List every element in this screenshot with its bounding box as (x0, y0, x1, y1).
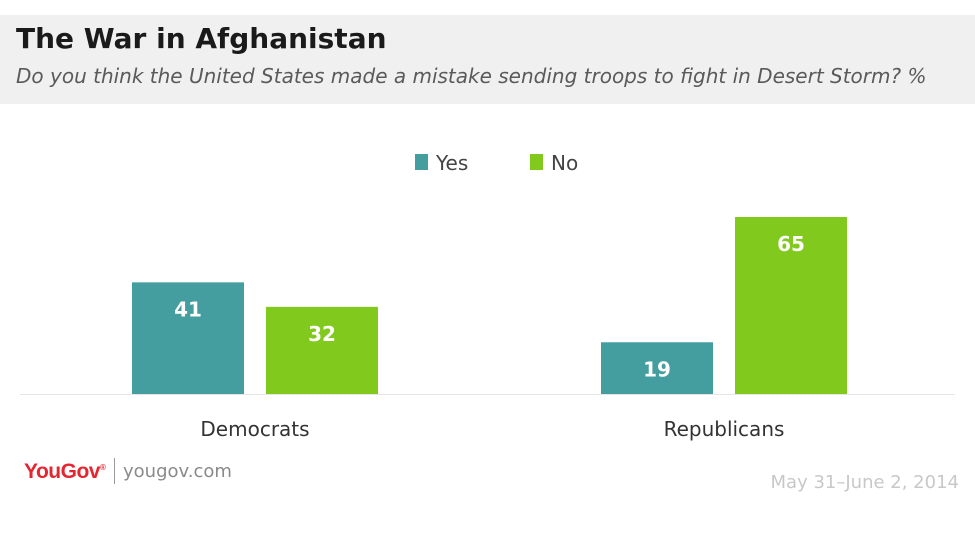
logo-text: YouGov (24, 460, 100, 483)
data-label-republicans-no: 65 (777, 232, 805, 256)
survey-date: May 31–June 2, 2014 (770, 472, 959, 493)
legend-swatch-yes (415, 154, 428, 170)
chart-title: The War in Afghanistan (16, 22, 387, 55)
data-label-democrats-no: 32 (308, 322, 336, 346)
category-label-republicans: Republicans (664, 417, 785, 441)
legend-label-no: No (551, 151, 578, 175)
bar-republicans-yes (601, 342, 713, 394)
category-label-democrats: Democrats (200, 417, 309, 441)
data-label-democrats-yes: 41 (174, 297, 202, 321)
header-band (0, 15, 975, 104)
bar-democrats-yes (132, 282, 244, 394)
footer-url: yougov.com (123, 461, 232, 482)
data-label-republicans-yes: 19 (643, 357, 671, 381)
yougov-logo: YouGov® (24, 460, 106, 484)
chart-subtitle: Do you think the United States made a mi… (16, 64, 927, 88)
logo-registered-mark: ® (99, 463, 106, 472)
legend-label-yes: Yes (435, 151, 468, 175)
bar-democrats-no (266, 306, 378, 394)
footer-divider (114, 458, 115, 484)
legend-swatch-no (530, 154, 543, 170)
bar-republicans-no (735, 217, 847, 394)
